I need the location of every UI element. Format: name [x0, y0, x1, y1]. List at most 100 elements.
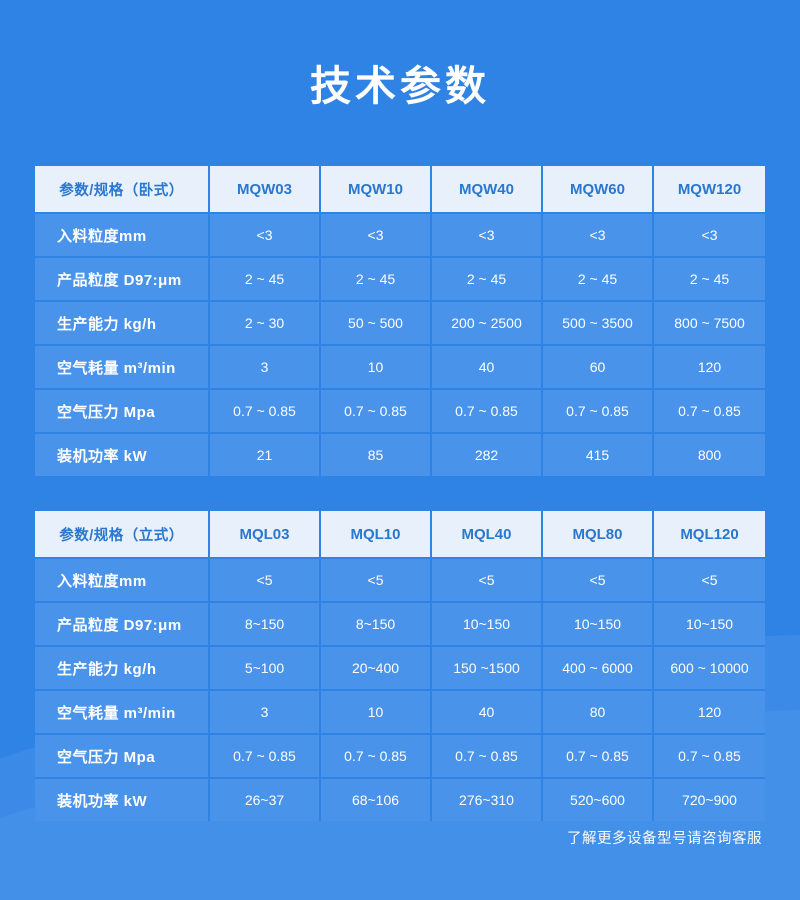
- table-cell: 10~150: [543, 601, 654, 645]
- row-label: 空气压力 Mpa: [35, 733, 210, 777]
- table-cell: <3: [654, 212, 765, 256]
- table-cell: 0.7 ~ 0.85: [654, 388, 765, 432]
- table-row: 空气压力 Mpa 0.7 ~ 0.85 0.7 ~ 0.85 0.7 ~ 0.8…: [35, 733, 765, 777]
- table-cell: 3: [210, 689, 321, 733]
- table-cell: 8~150: [210, 601, 321, 645]
- column-header-model-5: MQW120: [654, 166, 765, 212]
- row-label: 产品粒度 D97:μm: [35, 601, 210, 645]
- table-row: 生产能力 kg/h 2 ~ 30 50 ~ 500 200 ~ 2500 500…: [35, 300, 765, 344]
- table-cell: 85: [321, 432, 432, 476]
- table-cell: 0.7 ~ 0.85: [210, 733, 321, 777]
- column-header-model-4: MQW60: [543, 166, 654, 212]
- table-row: 产品粒度 D97:μm 8~150 8~150 10~150 10~150 10…: [35, 601, 765, 645]
- table-header-row: 参数/规格（立式） MQL03 MQL10 MQL40 MQL80 MQL120: [35, 511, 765, 557]
- table-cell: 0.7 ~ 0.85: [543, 388, 654, 432]
- column-header-model-5: MQL120: [654, 511, 765, 557]
- table-cell: 120: [654, 344, 765, 388]
- table-row: 空气耗量 m³/min 3 10 40 60 120: [35, 344, 765, 388]
- table-cell: 2 ~ 45: [321, 256, 432, 300]
- table-cell: 800 ~ 7500: [654, 300, 765, 344]
- column-header-parameter: 参数/规格（立式）: [35, 511, 210, 557]
- column-header-model-3: MQW40: [432, 166, 543, 212]
- row-label: 入料粒度mm: [35, 212, 210, 256]
- table-cell: <3: [543, 212, 654, 256]
- table-cell: <5: [543, 557, 654, 601]
- table-cell: 800: [654, 432, 765, 476]
- table-cell: 2 ~ 45: [210, 256, 321, 300]
- row-label: 生产能力 kg/h: [35, 300, 210, 344]
- column-header-model-2: MQW10: [321, 166, 432, 212]
- row-label: 空气耗量 m³/min: [35, 689, 210, 733]
- table-cell: 2 ~ 45: [543, 256, 654, 300]
- table-row: 入料粒度mm <3 <3 <3 <3 <3: [35, 212, 765, 256]
- table-row: 空气压力 Mpa 0.7 ~ 0.85 0.7 ~ 0.85 0.7 ~ 0.8…: [35, 388, 765, 432]
- table-head-horizontal: 参数/规格（卧式） MQW03 MQW10 MQW40 MQW60 MQW120: [35, 166, 765, 212]
- table-row: 入料粒度mm <5 <5 <5 <5 <5: [35, 557, 765, 601]
- table-cell: 0.7 ~ 0.85: [432, 733, 543, 777]
- table-body-horizontal: 入料粒度mm <3 <3 <3 <3 <3 产品粒度 D97:μm 2 ~ 45…: [35, 212, 765, 476]
- row-label: 空气压力 Mpa: [35, 388, 210, 432]
- table-cell: 26~37: [210, 777, 321, 821]
- table-cell: 60: [543, 344, 654, 388]
- row-label: 装机功率 kW: [35, 432, 210, 476]
- table-cell: 0.7 ~ 0.85: [321, 388, 432, 432]
- table-cell: 10: [321, 344, 432, 388]
- table-cell: <5: [432, 557, 543, 601]
- table-cell: 500 ~ 3500: [543, 300, 654, 344]
- page-title: 技术参数: [310, 63, 490, 109]
- column-header-parameter: 参数/规格（卧式）: [35, 166, 210, 212]
- table-cell: 415: [543, 432, 654, 476]
- table-cell: 720~900: [654, 777, 765, 821]
- table-cell: 120: [654, 689, 765, 733]
- table-cell: 10~150: [654, 601, 765, 645]
- table-cell: 80: [543, 689, 654, 733]
- spec-tables-container: 参数/规格（卧式） MQW03 MQW10 MQW40 MQW60 MQW120…: [35, 166, 765, 821]
- table-cell: 0.7 ~ 0.85: [543, 733, 654, 777]
- table-cell: <5: [654, 557, 765, 601]
- footer-contact-note: 了解更多设备型号请咨询客服: [567, 831, 762, 847]
- table-cell: 520~600: [543, 777, 654, 821]
- table-row: 生产能力 kg/h 5~100 20~400 150 ~1500 400 ~ 6…: [35, 645, 765, 689]
- table-cell: 21: [210, 432, 321, 476]
- table-cell: <3: [321, 212, 432, 256]
- table-row: 装机功率 kW 21 85 282 415 800: [35, 432, 765, 476]
- table-cell: 10~150: [432, 601, 543, 645]
- row-label: 空气耗量 m³/min: [35, 344, 210, 388]
- table-cell: 20~400: [321, 645, 432, 689]
- table-cell: 2 ~ 30: [210, 300, 321, 344]
- table-cell: <3: [210, 212, 321, 256]
- row-label: 生产能力 kg/h: [35, 645, 210, 689]
- table-cell: 40: [432, 344, 543, 388]
- table-cell: 2 ~ 45: [432, 256, 543, 300]
- spec-table-vertical: 参数/规格（立式） MQL03 MQL10 MQL40 MQL80 MQL120…: [35, 511, 765, 821]
- table-cell: 600 ~ 10000: [654, 645, 765, 689]
- row-label: 产品粒度 D97:μm: [35, 256, 210, 300]
- spec-table-horizontal: 参数/规格（卧式） MQW03 MQW10 MQW40 MQW60 MQW120…: [35, 166, 765, 476]
- table-header-row: 参数/规格（卧式） MQW03 MQW10 MQW40 MQW60 MQW120: [35, 166, 765, 212]
- table-cell: 0.7 ~ 0.85: [654, 733, 765, 777]
- table-head-vertical: 参数/规格（立式） MQL03 MQL10 MQL40 MQL80 MQL120: [35, 511, 765, 557]
- table-cell: 8~150: [321, 601, 432, 645]
- table-row: 产品粒度 D97:μm 2 ~ 45 2 ~ 45 2 ~ 45 2 ~ 45 …: [35, 256, 765, 300]
- table-cell: 68~106: [321, 777, 432, 821]
- table-row: 装机功率 kW 26~37 68~106 276~310 520~600 720…: [35, 777, 765, 821]
- table-body-vertical: 入料粒度mm <5 <5 <5 <5 <5 产品粒度 D97:μm 8~150 …: [35, 557, 765, 821]
- table-cell: 2 ~ 45: [654, 256, 765, 300]
- column-header-model-1: MQL03: [210, 511, 321, 557]
- table-cell: <5: [321, 557, 432, 601]
- column-header-model-4: MQL80: [543, 511, 654, 557]
- table-cell: 282: [432, 432, 543, 476]
- table-cell: 0.7 ~ 0.85: [210, 388, 321, 432]
- table-cell: 0.7 ~ 0.85: [321, 733, 432, 777]
- table-cell: 10: [321, 689, 432, 733]
- table-cell: <3: [432, 212, 543, 256]
- table-cell: <5: [210, 557, 321, 601]
- table-cell: 400 ~ 6000: [543, 645, 654, 689]
- table-cell: 50 ~ 500: [321, 300, 432, 344]
- column-header-model-2: MQL10: [321, 511, 432, 557]
- column-header-model-1: MQW03: [210, 166, 321, 212]
- table-cell: 0.7 ~ 0.85: [432, 388, 543, 432]
- table-cell: 200 ~ 2500: [432, 300, 543, 344]
- table-cell: 150 ~1500: [432, 645, 543, 689]
